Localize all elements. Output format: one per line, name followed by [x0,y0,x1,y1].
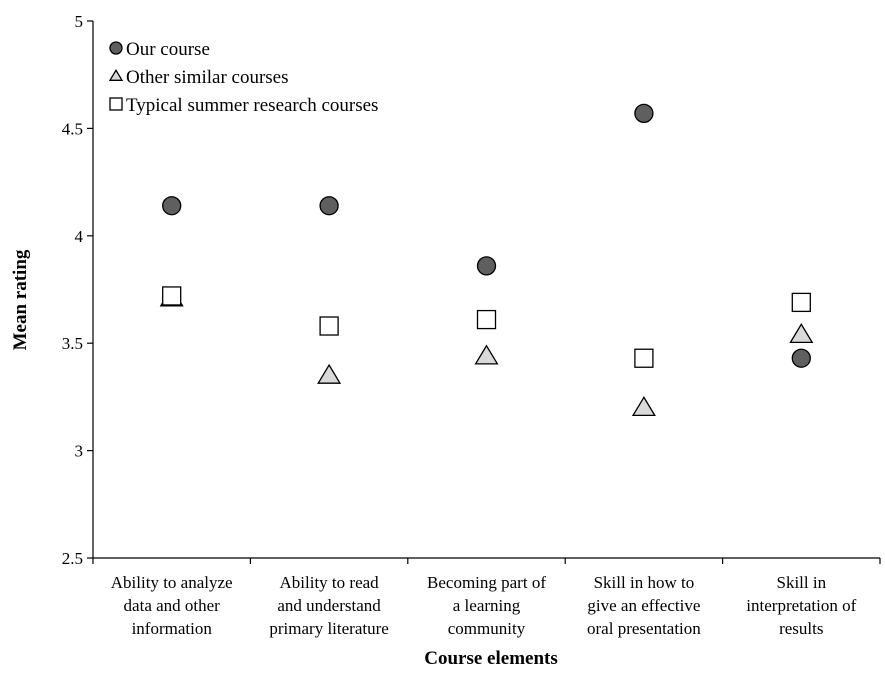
square-point [319,316,339,336]
x-category-label: Skill in interpretation of results [746,573,856,638]
legend-circle-icon [109,41,123,55]
data-marks [159,103,814,417]
legend-label: Typical summer research courses [126,95,378,116]
triangle-point [631,396,656,417]
legend-square-icon [109,97,123,111]
square-point [634,348,654,368]
legend: Our course Other similar courses Typical s… [108,39,378,116]
y-tick-label: 5 [75,12,84,31]
y-tick-label: 4.5 [62,119,83,138]
square-point [791,292,811,313]
x-category-label: Ability to analyze data and other informat… [111,573,233,638]
circle-point [634,103,654,124]
triangle-point [789,322,814,344]
triangle-point [474,344,499,365]
circle-point [791,348,811,368]
x-category-label: Becoming part of a learning community [427,573,546,638]
y-tick-label: 3 [75,442,84,461]
y-tick-label: 4 [75,227,84,246]
legend-triangle-icon [108,68,124,81]
x-category-label: Ability to read and understand primary lit… [269,573,388,638]
circle-point [162,196,182,216]
square-point [162,286,182,306]
x-axis-title: Course elements [424,648,558,669]
legend-label: Our course [126,39,210,60]
circle-point [319,196,339,216]
square-point [476,309,497,330]
circle-point [476,256,497,276]
category-labels: Ability to analyze data and other informat… [111,573,857,638]
y-tick-labels: 2.5 3 3.5 4 4.5 5 [62,12,84,568]
axes [87,20,881,564]
legend-label: Other similar courses [126,67,289,88]
triangle-point [317,363,342,384]
y-tick-label: 3.5 [62,334,83,353]
y-axis-title: Mean rating [10,249,31,350]
x-category-label: Skill in how to give an effective oral pre… [587,573,701,638]
y-tick-label: 2.5 [62,549,83,568]
